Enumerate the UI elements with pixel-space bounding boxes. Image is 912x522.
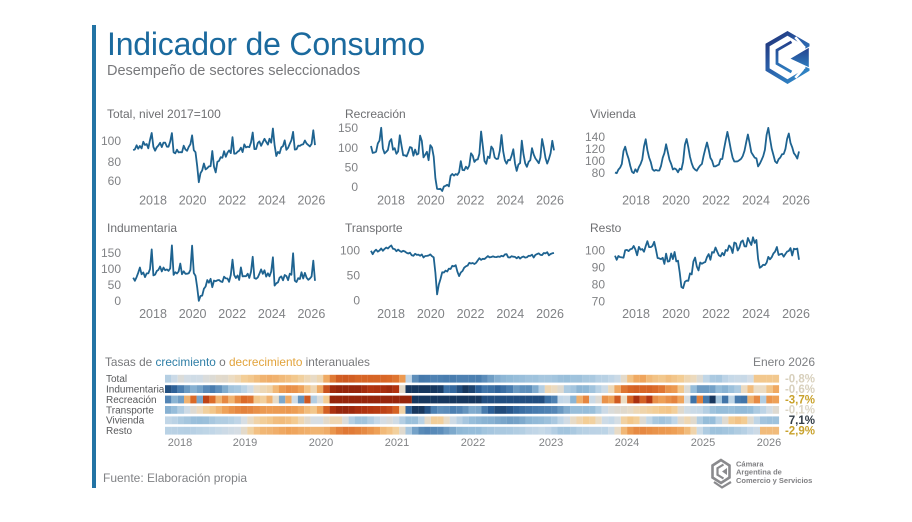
svg-text:2022: 2022	[461, 437, 485, 449]
svg-text:60: 60	[108, 174, 122, 188]
svg-text:2020: 2020	[309, 437, 333, 449]
svg-text:2018: 2018	[622, 194, 650, 208]
svg-text:2019: 2019	[233, 437, 257, 449]
svg-text:Vivienda: Vivienda	[106, 416, 145, 427]
svg-text:2018: 2018	[377, 194, 405, 208]
svg-text:2026: 2026	[297, 194, 325, 208]
svg-text:90: 90	[592, 261, 606, 275]
svg-text:0: 0	[114, 294, 121, 308]
svg-text:2022: 2022	[218, 194, 246, 208]
svg-text:Indumentaria: Indumentaria	[106, 385, 165, 396]
svg-text:Cámara: Cámara	[736, 460, 764, 469]
svg-text:0: 0	[353, 294, 360, 308]
svg-text:0: 0	[351, 180, 358, 194]
svg-text:2018: 2018	[139, 307, 167, 321]
svg-text:100: 100	[101, 134, 121, 148]
svg-text:2020: 2020	[179, 307, 207, 321]
svg-text:2025: 2025	[691, 437, 715, 449]
svg-text:Transporte: Transporte	[106, 405, 154, 416]
svg-text:Comercio y Servicios: Comercio y Servicios	[736, 476, 812, 485]
svg-text:Total: Total	[106, 374, 127, 385]
svg-text:Recreación: Recreación	[345, 107, 406, 121]
svg-text:Enero 2026: Enero 2026	[753, 355, 815, 369]
svg-text:80: 80	[108, 155, 122, 169]
svg-text:-0,1%: -0,1%	[785, 405, 815, 417]
svg-text:2026: 2026	[297, 307, 325, 321]
svg-text:100: 100	[585, 244, 605, 258]
svg-text:2018: 2018	[139, 194, 167, 208]
svg-text:2024: 2024	[496, 307, 524, 321]
svg-text:Resto: Resto	[590, 221, 622, 235]
svg-text:100: 100	[338, 141, 358, 155]
svg-text:Argentina de: Argentina de	[736, 468, 782, 477]
svg-text:150: 150	[338, 121, 358, 135]
svg-text:Total, nivel 2017=100: Total, nivel 2017=100	[107, 107, 221, 121]
svg-text:-0,6%: -0,6%	[785, 384, 815, 396]
svg-text:2024: 2024	[615, 437, 639, 449]
svg-text:2024: 2024	[258, 194, 286, 208]
svg-text:2020: 2020	[417, 194, 445, 208]
svg-text:2022: 2022	[218, 307, 246, 321]
svg-text:2026: 2026	[536, 307, 564, 321]
svg-text:2023: 2023	[539, 437, 563, 449]
svg-text:2020: 2020	[662, 194, 690, 208]
svg-text:2024: 2024	[258, 307, 286, 321]
svg-text:70: 70	[592, 295, 606, 309]
svg-text:2026: 2026	[782, 194, 810, 208]
svg-text:2018: 2018	[168, 437, 192, 449]
svg-text:2024: 2024	[496, 194, 524, 208]
svg-text:2026: 2026	[757, 437, 781, 449]
svg-text:100: 100	[585, 154, 605, 168]
svg-text:-2,9%: -2,9%	[785, 426, 815, 438]
svg-text:Tasas de crecimiento o decreci: Tasas de crecimiento o decrecimiento int…	[105, 355, 370, 369]
svg-text:2021: 2021	[385, 437, 409, 449]
svg-text:2022: 2022	[457, 307, 485, 321]
svg-text:2020: 2020	[662, 307, 690, 321]
svg-text:Transporte: Transporte	[345, 221, 403, 235]
svg-text:2026: 2026	[536, 194, 564, 208]
svg-text:140: 140	[585, 130, 605, 144]
svg-text:2020: 2020	[179, 194, 207, 208]
svg-text:2022: 2022	[702, 194, 730, 208]
svg-text:-3,7%: -3,7%	[785, 394, 815, 406]
svg-text:50: 50	[108, 278, 122, 292]
svg-text:-0,8%: -0,8%	[785, 374, 815, 386]
svg-text:100: 100	[340, 244, 360, 258]
svg-text:2026: 2026	[782, 307, 810, 321]
svg-text:2024: 2024	[742, 307, 770, 321]
svg-text:50: 50	[345, 161, 359, 175]
svg-text:2018: 2018	[622, 307, 650, 321]
svg-text:Resto: Resto	[106, 426, 133, 437]
svg-text:50: 50	[347, 269, 361, 283]
svg-text:150: 150	[101, 246, 121, 260]
svg-text:Vivienda: Vivienda	[590, 107, 636, 121]
svg-text:80: 80	[592, 166, 606, 180]
svg-text:2020: 2020	[417, 307, 445, 321]
svg-text:2018: 2018	[377, 307, 405, 321]
svg-text:100: 100	[101, 262, 121, 276]
svg-text:Indumentaria: Indumentaria	[107, 221, 177, 235]
svg-text:80: 80	[592, 278, 606, 292]
svg-text:2022: 2022	[457, 194, 485, 208]
svg-text:Recreación: Recreación	[106, 395, 157, 406]
svg-text:2024: 2024	[742, 194, 770, 208]
svg-text:2022: 2022	[702, 307, 730, 321]
svg-text:7,1%: 7,1%	[789, 415, 815, 427]
svg-text:120: 120	[585, 142, 605, 156]
